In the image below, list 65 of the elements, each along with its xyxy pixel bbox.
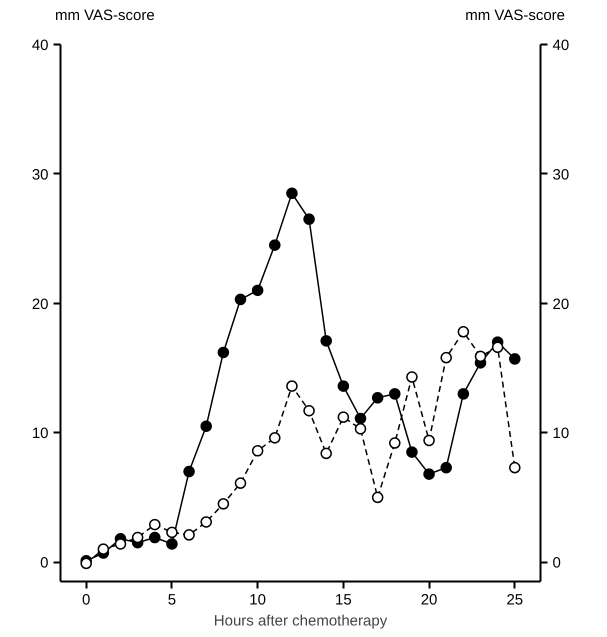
point [389,388,401,400]
point [338,380,350,392]
point [372,492,384,504]
point [252,445,264,457]
point [98,543,110,555]
point [269,239,281,251]
point [132,532,144,544]
point [509,462,521,474]
point [252,284,264,296]
y-tick-label: 20 [32,296,49,313]
point [234,294,246,306]
x-tick-label: 15 [335,592,352,608]
point [474,350,486,362]
point [286,380,298,392]
point [509,353,521,365]
point [320,335,332,347]
point [80,558,92,570]
point [218,346,230,358]
point [338,411,350,423]
point [354,412,366,424]
y-tick-label: 10 [32,425,49,442]
point [458,326,470,338]
point [320,448,332,460]
point [166,526,178,538]
x-tick-label: 25 [506,592,524,608]
point [303,213,315,225]
y-tick-label: 40 [32,37,49,54]
point [166,538,178,550]
point [200,516,212,528]
point [423,468,435,480]
point [149,532,161,544]
point [114,538,126,550]
point [286,188,298,200]
point [389,437,401,449]
point [269,432,281,444]
y2-tick-label: 30 [552,166,570,184]
point [303,404,315,416]
y2label: mm VAS-score [465,6,565,26]
x-axis-title: Hours after chemotherapy [214,612,388,630]
point [234,477,246,489]
x-tick-label: 0 [82,592,90,608]
y2-tick-label: 20 [552,296,570,313]
point [218,498,230,510]
point [406,371,418,383]
x-tick-label: 10 [249,592,266,608]
point [458,388,470,400]
point [406,446,418,458]
point [372,392,384,404]
point [440,352,452,364]
y2-tick-label: 10 [552,425,570,442]
point [183,529,195,541]
y-tick-label: 0 [40,554,48,572]
y2-tick-label: 0 [552,554,561,572]
point [149,518,161,530]
point [423,434,435,446]
x-tick-label: 20 [420,592,438,608]
point [354,423,366,435]
point [200,420,212,432]
y2-tick-label: 40 [552,37,570,54]
point [440,462,452,474]
point [183,466,195,478]
y-tick-label: 30 [32,166,49,184]
ylabel: mm VAS-score [55,6,155,26]
x-tick-label: 5 [168,592,176,608]
point [492,342,504,354]
